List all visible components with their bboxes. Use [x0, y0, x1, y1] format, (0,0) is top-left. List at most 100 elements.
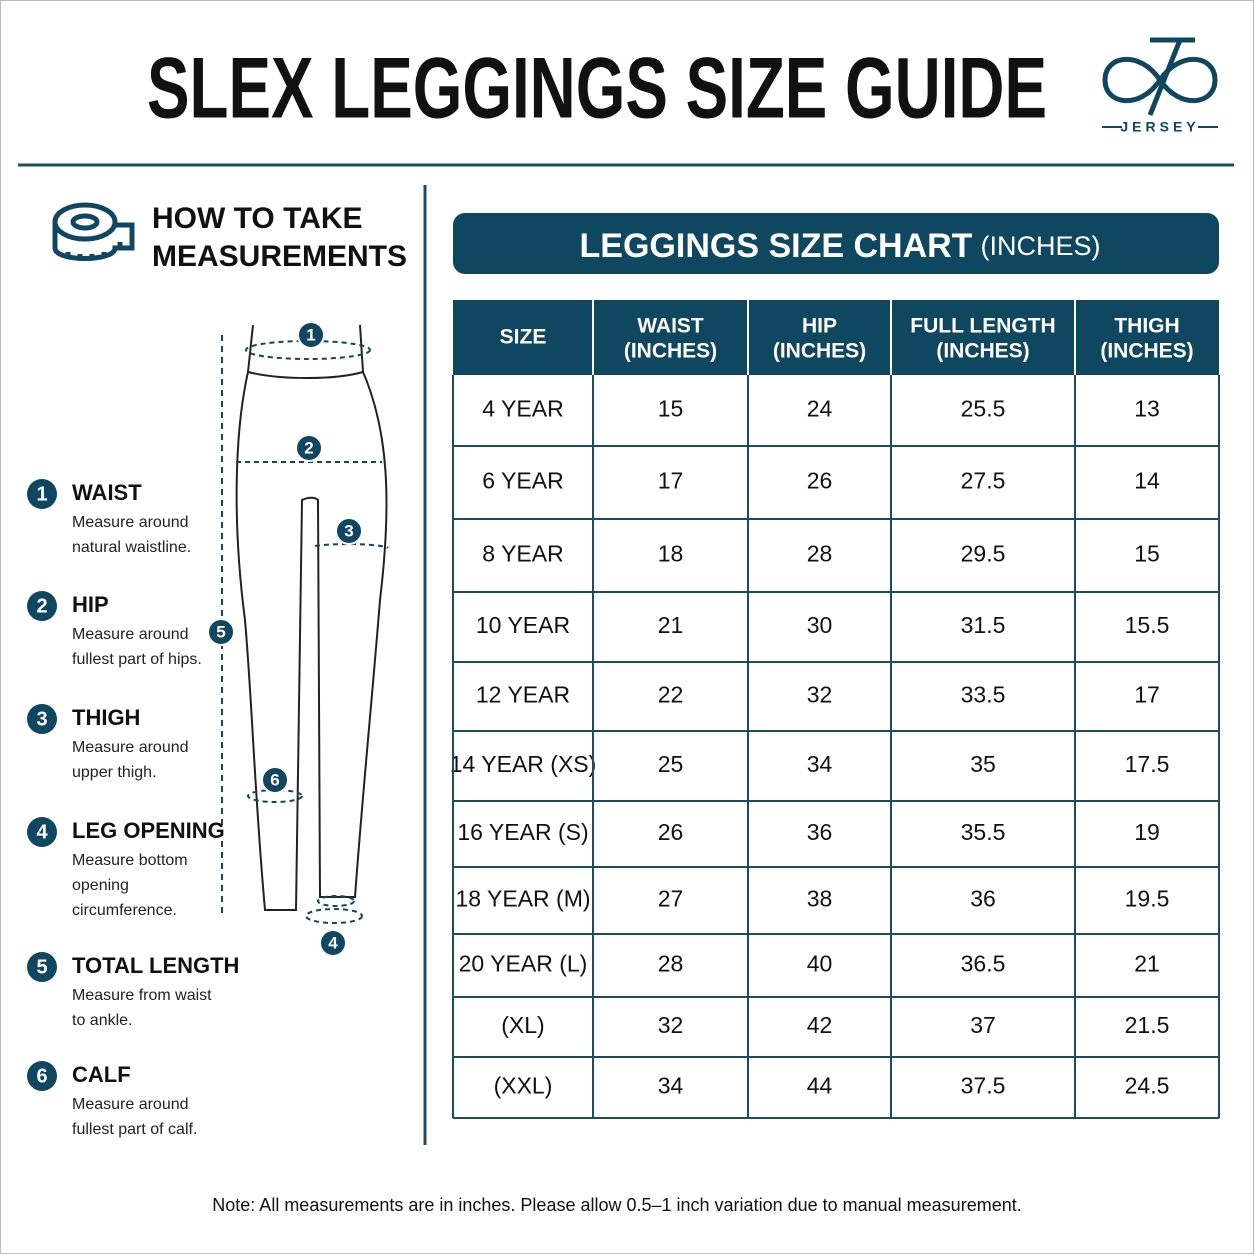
table-title-unit: (INCHES) — [980, 231, 1100, 261]
step-badge — [27, 1061, 57, 1091]
table-header — [453, 300, 1219, 375]
size-label: 16 YEAR (S) — [457, 819, 588, 845]
step-description: Measure around — [72, 514, 189, 531]
cell-value: 30 — [807, 612, 833, 638]
guide-title: MEASUREMENTS — [152, 240, 407, 273]
step-description: fullest part of hips. — [72, 651, 202, 668]
cell-value: 31.5 — [961, 612, 1006, 638]
step-badge — [27, 704, 57, 734]
step-description: opening — [72, 877, 129, 894]
diagram-badges: 1 2 3 5 6 4 — [207, 321, 363, 957]
cell-value: 24 — [807, 396, 833, 422]
cell-value: 35.5 — [961, 819, 1006, 845]
step-number: 2 — [36, 595, 47, 617]
step-number: 3 — [36, 708, 47, 730]
cell-value: 25 — [658, 751, 684, 777]
cell-value: 22 — [658, 682, 684, 708]
badge-number: 5 — [216, 622, 225, 641]
cell-value: 27.5 — [961, 468, 1006, 494]
step-name: TOTAL LENGTH — [72, 953, 239, 978]
badge — [207, 618, 235, 646]
step-description: to ankle. — [72, 1012, 132, 1029]
step-description: upper thigh. — [72, 764, 157, 781]
page-title: SLEX LEGGINGS SIZE GUIDE — [147, 41, 1047, 137]
step-badge — [27, 479, 57, 509]
cell-value: 35 — [970, 751, 996, 777]
cell-value: 21 — [1134, 951, 1160, 977]
cell-value: 36.5 — [961, 951, 1006, 977]
cell-value: 36 — [807, 819, 833, 845]
tape-icon — [52, 202, 135, 261]
badge — [335, 517, 363, 545]
cell-value: 44 — [807, 1073, 833, 1099]
column-header: FULL LENGTH — [910, 315, 1055, 338]
step-description: circumference. — [72, 902, 177, 919]
cell-value: 32 — [807, 682, 833, 708]
step-name: CALF — [72, 1062, 131, 1087]
badge-number: 1 — [306, 325, 315, 344]
guide: HOW TO TAKE MEASUREMENTS 1 WAIST Measure a… — [27, 202, 407, 1138]
size-label: (XL) — [501, 1012, 544, 1038]
cell-value: 33.5 — [961, 682, 1006, 708]
step-description: Measure bottom — [72, 852, 188, 869]
column-unit: (INCHES) — [624, 340, 717, 363]
cell-value: 21 — [658, 612, 684, 638]
badge-number: 6 — [270, 770, 279, 789]
cell-value: 19.5 — [1125, 886, 1170, 912]
size-label: 14 YEAR (XS) — [450, 751, 597, 777]
badge — [295, 434, 323, 462]
cell-value: 32 — [658, 1012, 684, 1038]
cell-value: 28 — [658, 951, 684, 977]
cell-value: 17 — [658, 468, 684, 494]
step-description: Measure around — [72, 626, 189, 643]
cell-value: 42 — [807, 1012, 833, 1038]
step-badge — [27, 817, 57, 847]
cell-value: 28 — [807, 541, 833, 567]
column-unit: (INCHES) — [936, 340, 1029, 363]
cell-value: 15.5 — [1125, 612, 1170, 638]
cell-value: 15 — [658, 396, 684, 422]
cell-value: 37.5 — [961, 1073, 1006, 1099]
step-name: THIGH — [72, 705, 140, 730]
cell-value: 36 — [970, 886, 996, 912]
size-label: 18 YEAR (M) — [455, 886, 590, 912]
step-description: fullest part of calf. — [72, 1121, 197, 1138]
leggings-drawing — [235, 324, 388, 911]
column-header: HIP — [802, 315, 837, 338]
column-header: SIZE — [500, 326, 547, 349]
logo-text: JERSEY — [1120, 119, 1199, 135]
size-label: 4 YEAR — [482, 396, 563, 422]
step-description: Measure around — [72, 739, 189, 756]
badge-number: 4 — [328, 933, 338, 952]
step-badge — [27, 952, 57, 982]
cell-value: 13 — [1134, 396, 1160, 422]
cell-value: 14 — [1134, 468, 1160, 494]
step-number: 5 — [36, 956, 47, 978]
cell-value: 25.5 — [961, 396, 1006, 422]
table-title-bar — [453, 213, 1219, 274]
cell-value: 18 — [658, 541, 684, 567]
guide-title: HOW TO TAKE — [152, 202, 363, 235]
size-table: SIZE WAIST(INCHES)HIP(INCHES)FULL LENGTH(… — [450, 300, 1220, 1119]
note: Note: All measurements are in inches. Pl… — [212, 1195, 1021, 1215]
cell-value: 17 — [1134, 682, 1160, 708]
cell-value: 19 — [1134, 819, 1160, 845]
cell-value: 26 — [807, 468, 833, 494]
step-description: natural waistline. — [72, 539, 191, 556]
step-number: 6 — [36, 1065, 47, 1087]
cell-value: 29.5 — [961, 541, 1006, 567]
table-title-text: LEGGINGS SIZE CHART — [580, 227, 973, 265]
badge — [261, 766, 289, 794]
column-header: WAIST — [637, 315, 704, 338]
cell-value: 38 — [807, 886, 833, 912]
cell-value: 34 — [658, 1073, 684, 1099]
column-unit: (INCHES) — [1100, 340, 1193, 363]
cell-value: 40 — [807, 951, 833, 977]
cell-value: 24.5 — [1125, 1073, 1170, 1099]
badge-number: 2 — [304, 438, 313, 457]
size-label: 12 YEAR — [476, 682, 570, 708]
step-description: Measure from waist — [72, 987, 212, 1004]
size-label: (XXL) — [494, 1073, 553, 1099]
